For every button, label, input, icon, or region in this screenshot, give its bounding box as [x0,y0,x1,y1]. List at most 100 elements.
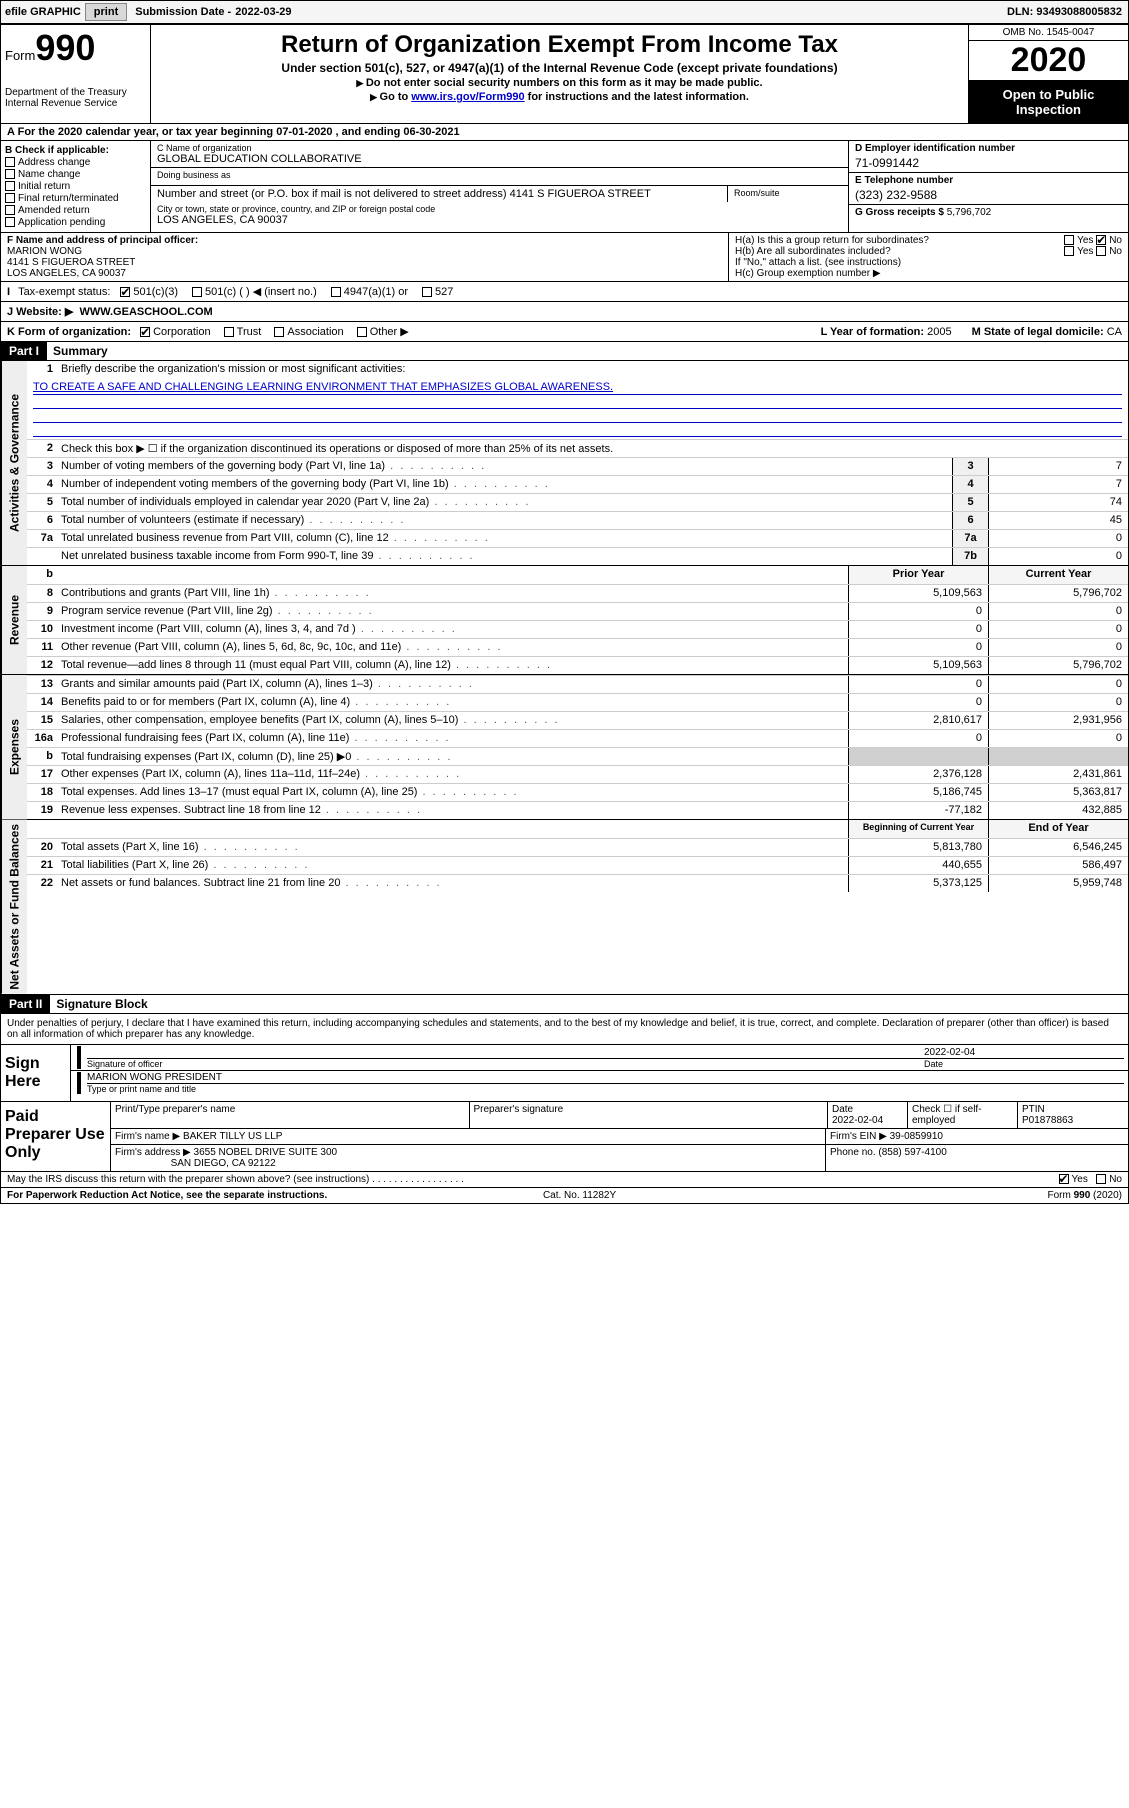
summary-line: 22Net assets or fund balances. Subtract … [27,874,1128,892]
part1-label: Part I [1,342,47,360]
col-current: Current Year [988,566,1128,584]
mission-blank1 [33,395,1122,409]
perjury-statement: Under penalties of perjury, I declare th… [1,1014,1128,1045]
summary-line: 20Total assets (Part X, line 16)5,813,78… [27,838,1128,856]
instructions-link[interactable]: www.irs.gov/Form990 [411,91,524,103]
line1-label: Briefly describe the organization's miss… [57,361,1128,379]
sign-here-block: Sign Here Signature of officer 2022-02-0… [1,1045,1128,1102]
cb-final-return[interactable] [5,193,15,203]
header-mid: Return of Organization Exempt From Incom… [151,25,968,123]
summary-line: 17Other expenses (Part IX, column (A), l… [27,765,1128,783]
box-h: H(a) Is this a group return for subordin… [728,233,1128,281]
mission-text: TO CREATE A SAFE AND CHALLENGING LEARNIN… [33,381,1122,395]
ptin-value: P01878863 [1022,1115,1073,1126]
website-value: WWW.GEASCHOOL.COM [79,306,212,318]
phone-value: (323) 232-9588 [855,188,1122,202]
officer-addr1: 4141 S FIGUEROA STREET [7,257,135,268]
summary-line: 13Grants and similar amounts paid (Part … [27,675,1128,693]
cb-4947[interactable] [331,287,341,297]
summary-line: 8Contributions and grants (Part VIII, li… [27,584,1128,602]
col-prior: Prior Year [848,566,988,584]
header-right: OMB No. 1545-0047 2020 Open to Public In… [968,25,1128,123]
summary-line: 14Benefits paid to or for members (Part … [27,693,1128,711]
cb-trust[interactable] [224,327,234,337]
summary-line: 19Revenue less expenses. Subtract line 1… [27,801,1128,819]
row-fh: F Name and address of principal officer:… [1,233,1128,282]
cb-name-change[interactable] [5,169,15,179]
efile-label: efile GRAPHIC [5,6,81,18]
tax-year: 2020 [969,41,1128,81]
firm-addr1: 3655 NOBEL DRIVE SUITE 300 [194,1147,338,1158]
mission-blank3 [33,423,1122,437]
summary-line: 5Total number of individuals employed in… [27,493,1128,511]
form-prefix: Form [5,48,35,63]
officer-name: MARION WONG [7,246,82,257]
row-i: I Tax-exempt status: 501(c)(3) 501(c) ( … [1,282,1128,302]
row-klm: K Form of organization: Corporation Trus… [1,322,1128,342]
city-label: City or town, state or province, country… [157,204,842,214]
cb-501c3[interactable] [120,287,130,297]
col-end: End of Year [988,820,1128,838]
part1-title: Summary [47,342,114,360]
paid-preparer-label: Paid Preparer Use Only [1,1102,111,1171]
summary-line: 21Total liabilities (Part X, line 26)440… [27,856,1128,874]
firm-ein: 39-0859910 [890,1131,943,1142]
public-inspection: Open to Public Inspection [969,81,1128,123]
ein-label: D Employer identification number [855,143,1015,154]
section-expenses: Expenses 13Grants and similar amounts pa… [1,674,1128,819]
cb-527[interactable] [422,287,432,297]
cb-discuss-no[interactable] [1096,1174,1106,1184]
phone-label: E Telephone number [855,175,953,186]
summary-line: bTotal fundraising expenses (Part IX, co… [27,747,1128,765]
summary-line: 9Program service revenue (Part VIII, lin… [27,602,1128,620]
cb-amended[interactable] [5,205,15,215]
part2-title: Signature Block [50,995,153,1013]
col-begin: Beginning of Current Year [848,820,988,838]
name-title-label: Type or print name and title [87,1083,1124,1094]
footer-right: Form 990 (2020) [1047,1190,1122,1201]
form-header: Form990 Department of the Treasury Inter… [1,25,1128,124]
cb-hb-yes[interactable] [1064,246,1074,256]
summary-line: 3Number of voting members of the governi… [27,457,1128,475]
form-number: 990 [35,27,95,68]
street-label: Number and street (or P.O. box if mail i… [157,188,507,200]
omb-number: OMB No. 1545-0047 [969,25,1128,41]
sig-officer-label: Signature of officer [87,1058,924,1069]
firm-addr2: SAN DIEGO, CA 92122 [171,1158,276,1169]
prep-self-employed: Check ☐ if self-employed [908,1102,1018,1128]
cb-hb-no[interactable] [1096,246,1106,256]
summary-line: 12Total revenue—add lines 8 through 11 (… [27,656,1128,674]
summary-line: 16aProfessional fundraising fees (Part I… [27,729,1128,747]
ein-value: 71-0991442 [855,156,1122,170]
line2-text: Check this box ▶ ☐ if the organization d… [57,440,1128,457]
form-note2: Go to www.irs.gov/Form990 for instructio… [155,91,964,103]
cb-ha-no[interactable] [1096,235,1106,245]
cb-ha-yes[interactable] [1064,235,1074,245]
print-button[interactable]: print [85,3,127,21]
form-container: Form990 Department of the Treasury Inter… [0,24,1129,1204]
summary-line: 11Other revenue (Part VIII, column (A), … [27,638,1128,656]
cb-other[interactable] [357,327,367,337]
summary-line: 10Investment income (Part VIII, column (… [27,620,1128,638]
tab-governance: Activities & Governance [1,361,27,565]
dept-label: Department of the Treasury Internal Reve… [5,87,146,109]
cb-initial-return[interactable] [5,181,15,191]
paid-preparer-block: Paid Preparer Use Only Print/Type prepar… [1,1102,1128,1172]
cb-address-change[interactable] [5,157,15,167]
box-b-title: B Check if applicable: [5,145,146,156]
tab-net-assets: Net Assets or Fund Balances [1,820,27,994]
room-label: Room/suite [734,188,780,198]
cb-assoc[interactable] [274,327,284,337]
summary-line: Net unrelated business taxable income fr… [27,547,1128,565]
cb-application-pending[interactable] [5,217,15,227]
header-left: Form990 Department of the Treasury Inter… [1,25,151,123]
summary-line: 7aTotal unrelated business revenue from … [27,529,1128,547]
cb-501c[interactable] [192,287,202,297]
form-note1: Do not enter social security numbers on … [155,77,964,89]
footer: For Paperwork Reduction Act Notice, see … [1,1188,1128,1203]
form-subtitle: Under section 501(c), 527, or 4947(a)(1)… [155,61,964,75]
cb-discuss-yes[interactable] [1059,1174,1069,1184]
section-net-assets: Net Assets or Fund Balances Beginning of… [1,819,1128,994]
cb-corp[interactable] [140,327,150,337]
gross-value: 5,796,702 [947,207,992,218]
